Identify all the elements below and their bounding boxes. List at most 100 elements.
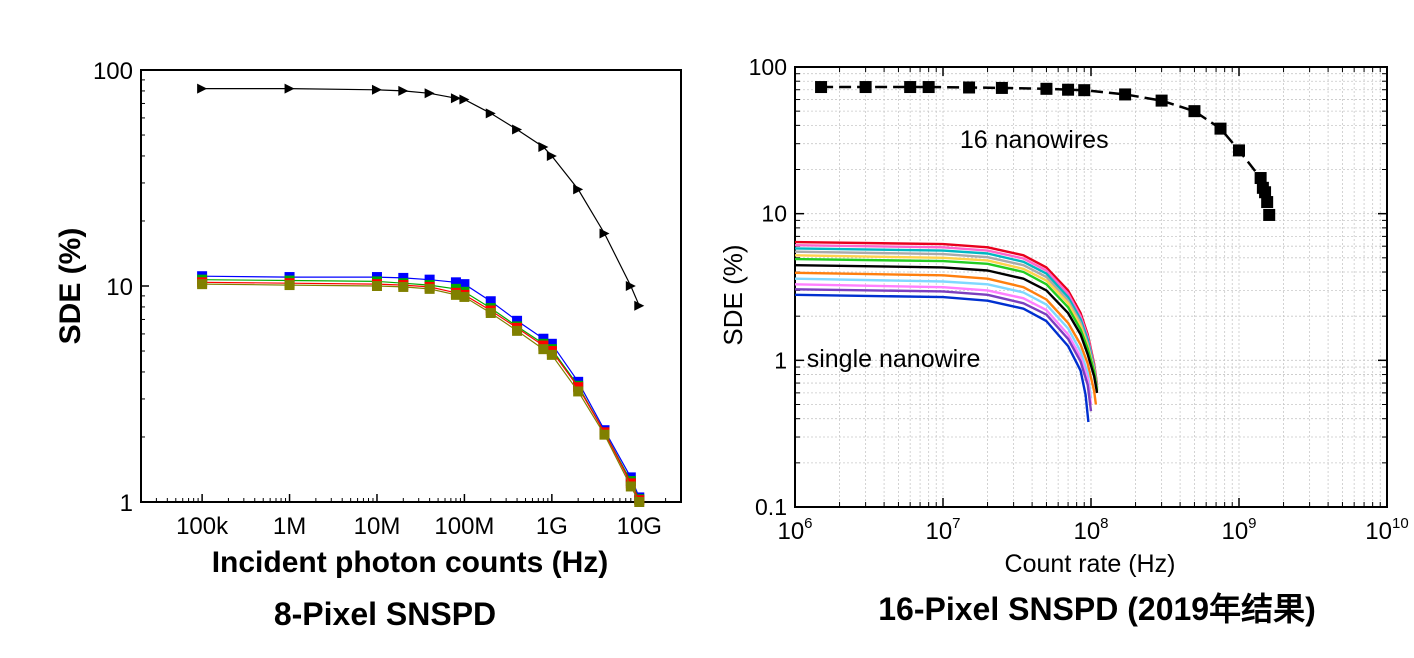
series-line: [794, 271, 1098, 405]
series-10: [794, 283, 1093, 405]
data-point: [1254, 172, 1267, 185]
series-6: [794, 257, 1099, 391]
y-tick-label: 100: [93, 58, 133, 85]
data-point: [1188, 105, 1201, 118]
data-point: [450, 93, 461, 104]
data-point: [1078, 84, 1091, 97]
data-point: [512, 315, 523, 326]
data-point: [573, 386, 584, 397]
data-point: [546, 150, 557, 161]
left-plot-area: 100k 1M 10M 100M 1G 10G 1 10 100: [93, 58, 682, 540]
x-tick-label: 108: [1073, 515, 1108, 545]
data-point: [197, 279, 208, 290]
series-line: [202, 87, 640, 307]
data-point: [512, 124, 523, 135]
data-point: [424, 274, 435, 285]
data-point: [512, 325, 523, 336]
annotation-label: single nanowire: [807, 345, 981, 373]
data-point: [459, 94, 470, 105]
right-ticks: 106 107 108 109 1010 0.1 1 10 100: [749, 54, 1409, 545]
y-tick-label: 1: [120, 490, 133, 517]
data-point: [538, 142, 549, 153]
data-point: [1259, 186, 1272, 199]
data-point: [398, 281, 409, 292]
series-4: [197, 279, 645, 507]
x-tick-label: 10M: [354, 513, 401, 540]
y-tick-label: 0.1: [755, 494, 787, 520]
annotation-label: 16 nanowires: [960, 126, 1109, 154]
left-ticks: 100k 1M 10M 100M 1G 10G 1 10 100: [93, 58, 682, 540]
data-point: [284, 280, 295, 291]
series-8: [794, 271, 1098, 405]
data-point: [625, 481, 636, 492]
x-tick-label: 106: [777, 515, 812, 545]
series-7: [794, 264, 1099, 394]
x-tick-label: 107: [925, 515, 960, 545]
data-point: [1062, 83, 1075, 96]
y-tick-label: 10: [761, 201, 787, 227]
left-y-axis-title: SDE (%): [54, 228, 87, 345]
data-point: [815, 81, 828, 94]
data-point: [634, 300, 645, 311]
series-12: [794, 293, 1090, 423]
right-x-axis-title: Count rate (Hz): [1005, 550, 1176, 578]
series-line: [794, 257, 1099, 391]
data-point: [284, 83, 295, 94]
right-chart: 106 107 108 109 1010 0.1 1 10 100 16 nanowires si…: [718, 54, 1409, 627]
series-0: [815, 81, 1276, 221]
data-point: [450, 277, 461, 288]
data-point: [1119, 88, 1132, 101]
x-tick-label: 100k: [176, 513, 229, 540]
series-11: [794, 288, 1093, 412]
x-tick-label: 1010: [1365, 515, 1408, 545]
data-point: [1040, 82, 1053, 95]
data-point: [538, 344, 549, 355]
data-point: [459, 279, 470, 290]
data-point: [634, 497, 645, 507]
data-point: [625, 281, 636, 291]
right-series: [794, 81, 1276, 423]
data-point: [485, 108, 496, 119]
data-point: [538, 333, 549, 344]
y-tick-label: 100: [749, 54, 787, 80]
data-point: [371, 84, 382, 95]
data-point: [398, 272, 409, 283]
data-point: [546, 338, 557, 349]
series-0: [197, 83, 645, 311]
data-point: [398, 85, 409, 96]
series-line: [794, 264, 1099, 394]
series-line: [794, 288, 1093, 412]
series-line: [794, 293, 1090, 423]
left-series: [197, 83, 645, 507]
data-point: [371, 281, 382, 291]
data-point: [599, 228, 610, 239]
left-chart-title: 8-Pixel SNSPD: [274, 596, 496, 632]
series-9: [794, 277, 1093, 399]
data-point: [599, 429, 610, 440]
left-x-axis-title: Incident photon counts (Hz): [212, 546, 609, 579]
right-plot-area: 106 107 108 109 1010 0.1 1 10 100 16 nanowires si…: [749, 54, 1409, 545]
data-point: [450, 289, 461, 300]
x-tick-label: 100M: [434, 513, 494, 540]
data-point: [995, 81, 1008, 94]
y-tick-label: 10: [106, 274, 133, 301]
data-point: [485, 296, 496, 307]
right-chart-title: 16-Pixel SNSPD (2019年结果): [878, 591, 1316, 627]
data-point: [424, 283, 435, 294]
data-point: [424, 88, 435, 99]
series-line: [794, 283, 1093, 405]
data-point: [859, 81, 872, 94]
right-annotations: 16 nanowires single nanowire: [807, 126, 1109, 373]
data-point: [963, 81, 976, 94]
data-point: [546, 349, 557, 360]
data-point: [573, 184, 584, 195]
series-line: [794, 277, 1093, 399]
data-point: [1214, 122, 1227, 135]
data-point: [922, 81, 935, 94]
data-point: [459, 291, 470, 302]
data-point: [1155, 94, 1168, 107]
data-point: [1233, 144, 1245, 157]
x-tick-label: 1M: [273, 513, 306, 540]
data-point: [197, 83, 208, 94]
